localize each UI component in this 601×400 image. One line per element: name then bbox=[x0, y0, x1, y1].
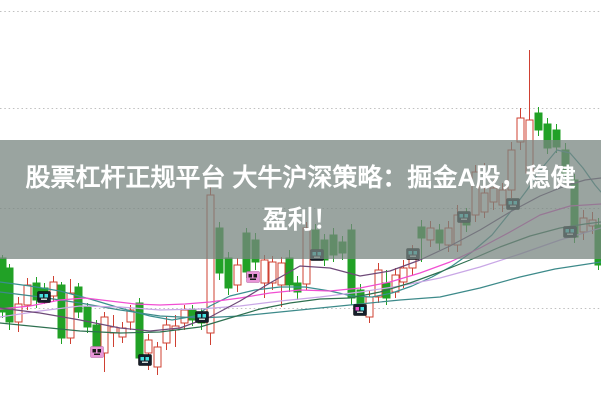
candle-down bbox=[260, 259, 269, 284]
signal-marker-glyph bbox=[142, 361, 148, 363]
signal-marker-glyph bbox=[197, 314, 201, 318]
candle-down bbox=[162, 324, 171, 344]
headline-line-2: 盈利！ bbox=[262, 205, 338, 234]
candle-down bbox=[268, 261, 277, 284]
candle-down bbox=[391, 274, 400, 293]
candle-down bbox=[153, 346, 162, 368]
signal-marker-glyph bbox=[250, 278, 256, 280]
signal-marker-glyph bbox=[44, 294, 48, 298]
candle-up bbox=[224, 257, 233, 289]
signal-marker bbox=[195, 311, 209, 323]
candle-up bbox=[92, 324, 101, 348]
signal-marker-glyph bbox=[39, 294, 43, 298]
signal-marker-glyph bbox=[140, 357, 144, 361]
candle-down bbox=[233, 264, 242, 286]
candle-down bbox=[365, 296, 374, 318]
candle-up bbox=[5, 267, 14, 323]
signal-marker bbox=[138, 354, 152, 366]
signal-marker-glyph bbox=[97, 349, 101, 353]
signal-marker bbox=[90, 346, 104, 358]
ma-lavender bbox=[0, 227, 601, 318]
signal-marker-glyph bbox=[355, 307, 359, 311]
candle-down bbox=[126, 309, 135, 323]
candle-up bbox=[534, 112, 543, 131]
signal-marker-glyph bbox=[248, 274, 252, 278]
candle-up bbox=[57, 284, 66, 339]
candle-down bbox=[399, 267, 408, 283]
candle-up bbox=[0, 257, 7, 313]
candle-down bbox=[14, 303, 23, 323]
signal-marker-glyph bbox=[41, 298, 47, 300]
signal-marker bbox=[37, 291, 51, 303]
signal-marker-glyph bbox=[253, 274, 257, 278]
candle-down bbox=[66, 292, 75, 339]
signal-marker-glyph bbox=[360, 307, 364, 311]
signal-marker-glyph bbox=[94, 353, 100, 355]
candle-down bbox=[100, 316, 109, 354]
signal-marker-glyph bbox=[145, 357, 149, 361]
candle-down bbox=[516, 117, 525, 143]
signal-marker-glyph bbox=[357, 311, 363, 313]
candle-down bbox=[144, 339, 153, 354]
headline-line-1: 股票杠杆正规平台 大牛沪深策略：掘金A股，稳健 bbox=[25, 164, 576, 192]
headline-banner: 股票杠杆正规平台 大牛沪深策略：掘金A股，稳健 盈利！ bbox=[0, 140, 601, 259]
candle-down bbox=[277, 262, 286, 286]
signal-marker-glyph bbox=[92, 349, 96, 353]
candle-up bbox=[74, 286, 83, 313]
candle-up bbox=[188, 309, 197, 321]
signal-marker bbox=[353, 304, 367, 316]
candle-up bbox=[83, 306, 92, 328]
candle-down bbox=[180, 309, 189, 324]
signal-marker-glyph bbox=[199, 318, 205, 320]
signal-marker-glyph bbox=[202, 314, 206, 318]
signal-marker bbox=[246, 271, 260, 283]
